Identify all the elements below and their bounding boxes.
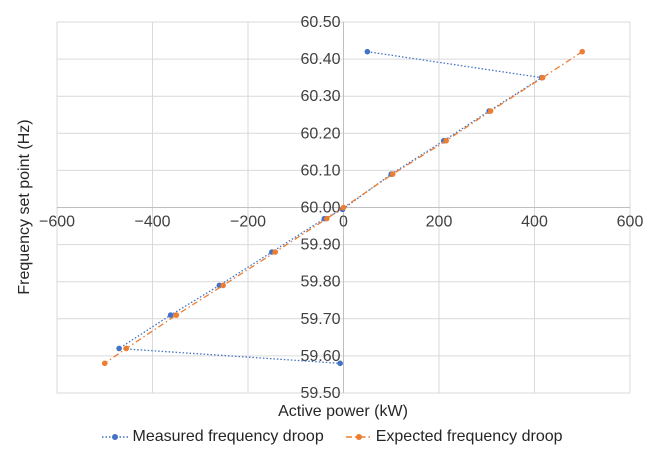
x-tick-label: 600 (617, 214, 644, 231)
legend: Measured frequency droop Expected freque… (0, 428, 665, 446)
x-tick-label: −600 (39, 214, 75, 231)
series-1-point (389, 171, 396, 177)
series-1-point (539, 74, 546, 81)
y-tick-label: 60.50 (300, 14, 340, 31)
legend-swatch-expected (345, 434, 372, 440)
x-axis-title: Active power (kW) (278, 403, 408, 420)
series-1-point (220, 282, 226, 289)
y-tick-label: 60.40 (300, 51, 340, 68)
x-tick-label: 200 (426, 214, 453, 231)
series-1-point (173, 312, 180, 318)
y-tick-label: 60.30 (300, 88, 340, 105)
series-1-point (340, 204, 347, 211)
series-0-point (337, 360, 343, 367)
series-0-point (116, 345, 122, 352)
x-tick-label: −400 (134, 214, 170, 231)
series-group (101, 48, 586, 367)
y-tick-label: 60.00 (300, 200, 340, 217)
y-axis-title: Frequency set point (Hz) (16, 119, 33, 294)
series-line-1 (104, 51, 583, 364)
series-1-point (272, 249, 279, 255)
legend-label-measured: Measured frequency droop (132, 428, 324, 445)
y-tick-label: 60.20 (300, 125, 340, 142)
series-1-point (579, 48, 586, 55)
y-tick-label: 60.10 (300, 162, 340, 179)
series-1-point (101, 360, 108, 367)
y-tick-label: 59.90 (300, 237, 340, 254)
y-tick-label: 59.70 (300, 311, 340, 328)
legend-swatch-measured (102, 434, 129, 440)
series-1 (101, 48, 586, 367)
y-tick-label: 59.60 (300, 348, 340, 365)
series-1-point (443, 137, 449, 144)
x-tick-label: −200 (230, 214, 266, 231)
y-tick-label: 59.80 (300, 274, 340, 291)
x-tick-label: 400 (521, 214, 548, 231)
series-1-point (487, 108, 494, 114)
series-1-point (323, 215, 330, 222)
tick-labels: −600 −400 −200 0 200 400 600 59.50 59.60 59.70 59.… (39, 14, 643, 402)
legend-item-expected: Expected frequency droop (345, 428, 563, 446)
series-line-0 (117, 51, 544, 364)
x-tick-label: 0 (339, 214, 348, 231)
y-tick-label: 59.50 (300, 385, 340, 402)
series-1-point (123, 345, 130, 352)
series-0-point (364, 48, 371, 55)
legend-item-measured: Measured frequency droop (102, 428, 324, 446)
series-0-point (167, 312, 174, 318)
legend-label-expected: Expected frequency droop (375, 428, 563, 445)
